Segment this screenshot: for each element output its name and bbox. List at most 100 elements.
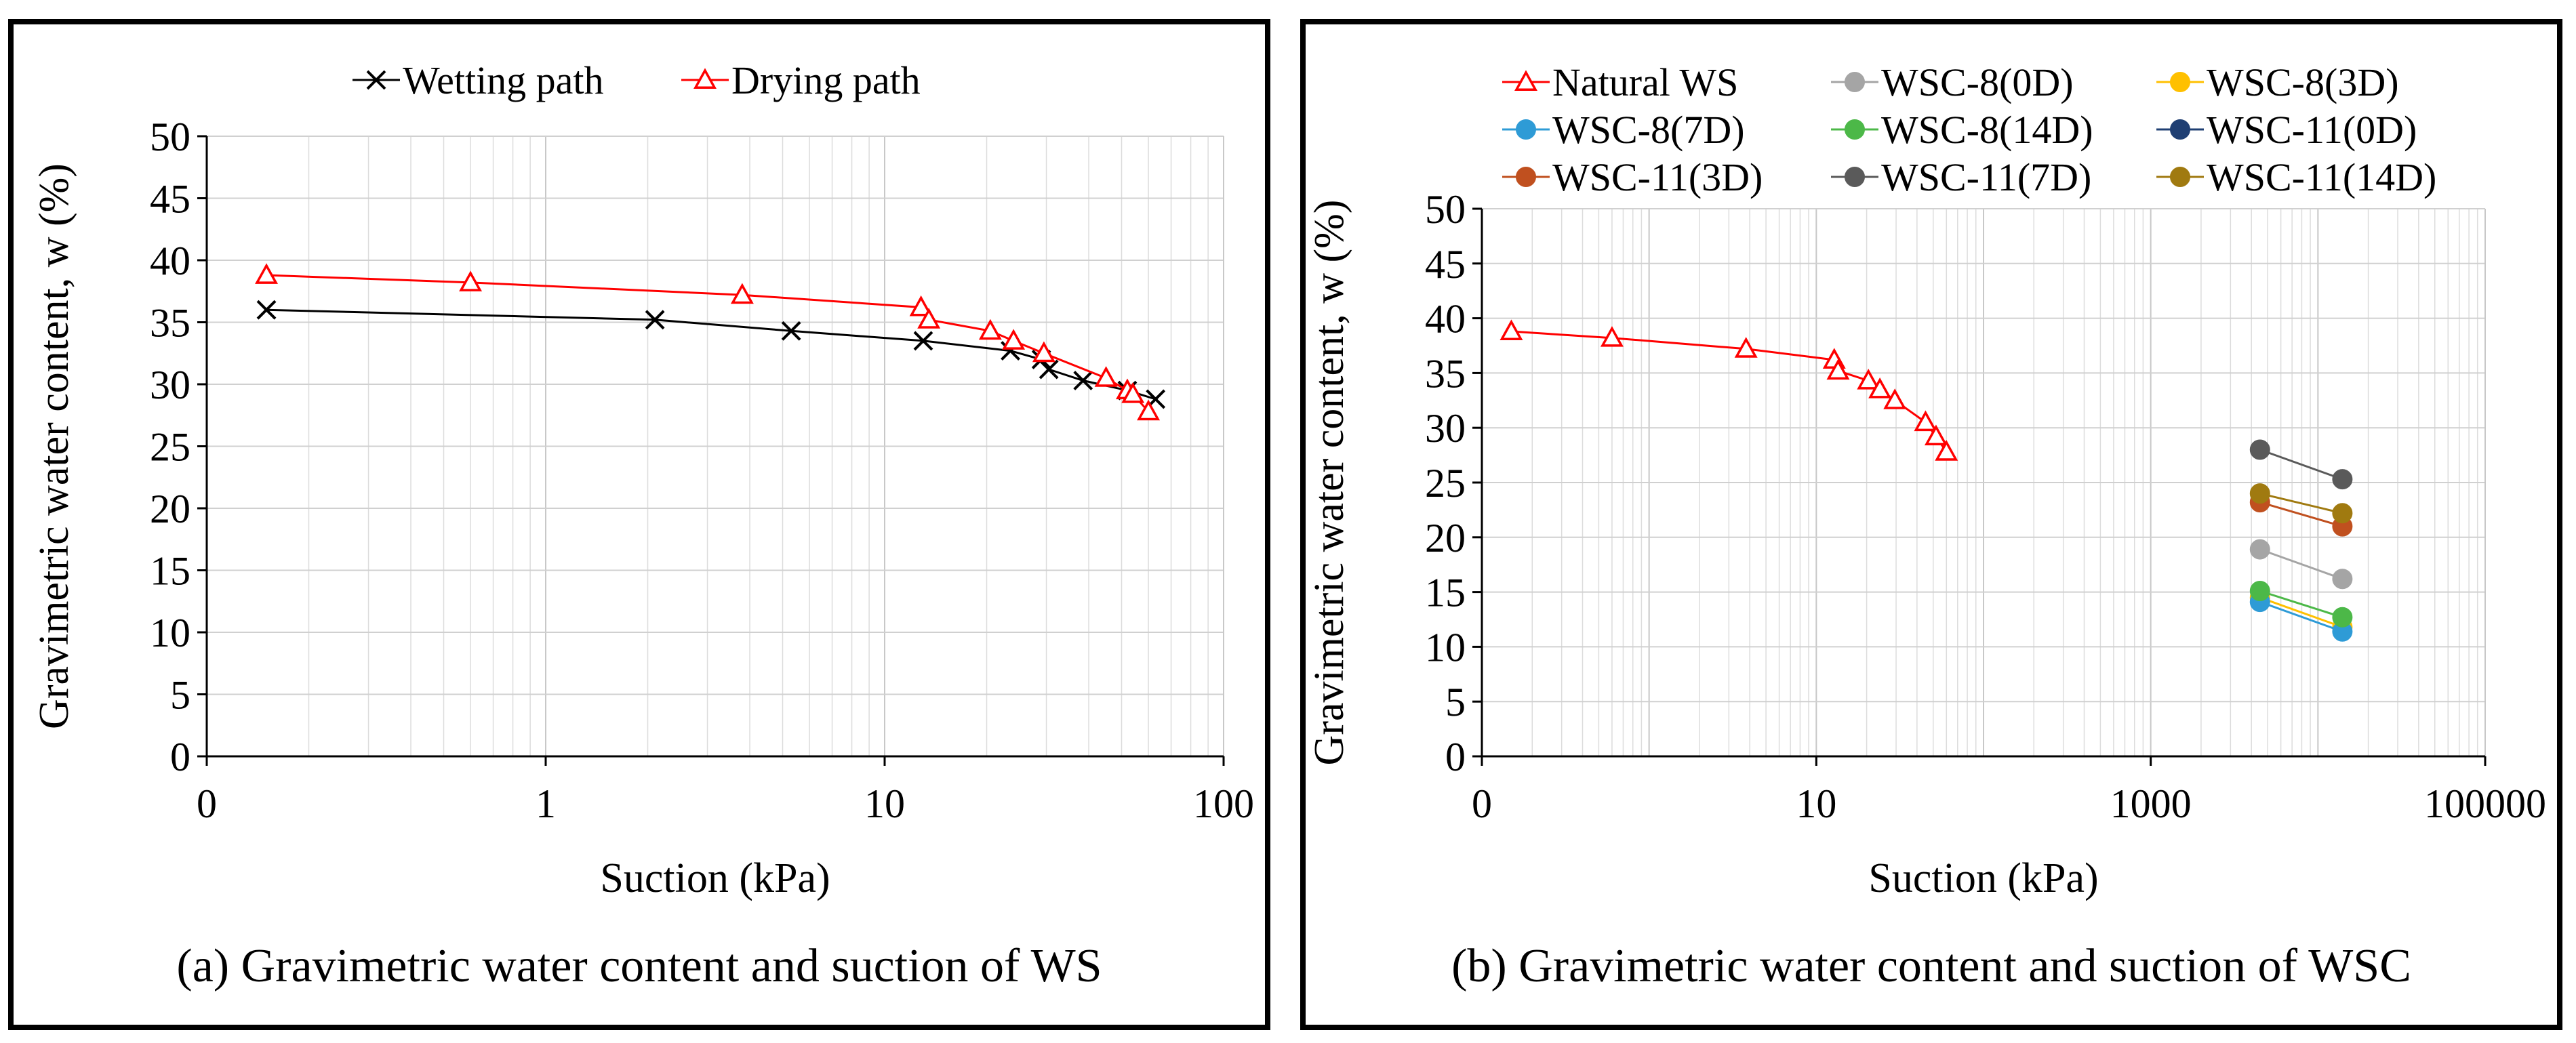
chart-b-y-tick-label: 20	[1425, 516, 1466, 560]
chart-a-y-tick-label: 10	[150, 611, 190, 655]
chart-b-legend-marker	[1845, 119, 1865, 140]
chart-b-data-point	[1500, 319, 1523, 340]
chart-b-series-8	[2249, 483, 2353, 524]
chart-a-y-tick-label: 20	[150, 487, 190, 531]
chart-b-data-point	[2332, 569, 2353, 590]
chart-a-legend: Wetting path Drying path	[353, 58, 921, 102]
chart-a-data-point	[730, 283, 754, 304]
chart-a-y-tick-label: 25	[150, 425, 190, 470]
chart-a-legend-marker-stroke-2	[366, 70, 386, 90]
chart-b-legend-label: WSC-8(7D)	[1552, 108, 1745, 152]
chart-b-y-tick-label: 45	[1425, 242, 1466, 287]
chart-a-y-tick-label: 45	[150, 177, 190, 222]
chart-b-legend-label: WSC-8(14D)	[1881, 108, 2093, 152]
chart-a-y-tick-label: 0	[170, 735, 190, 779]
chart-a-legend-label: Wetting path	[403, 58, 604, 102]
chart-b-data-point	[1924, 424, 1948, 446]
chart-b-legend-label: Natural WS	[1552, 60, 1738, 104]
chart-b-y-axis-title: Gravimetric water content, w (%)	[1306, 200, 1352, 766]
chart-a-y-tick-label: 40	[150, 239, 190, 283]
chart-a-x-tick-label: 100	[1193, 781, 1254, 826]
chart-a-series-line	[266, 308, 1156, 401]
chart-b-y-tick-label: 40	[1425, 297, 1466, 342]
chart-b-legend-label: WSC-11(14D)	[2207, 155, 2436, 199]
chart-b-series-line	[2259, 600, 2343, 633]
chart-a-data-point-stroke-2	[1073, 371, 1093, 390]
chart-a-data-point-stroke-2	[645, 310, 665, 330]
chart-a-data-point	[781, 321, 801, 341]
chart-a-data-point	[1002, 329, 1026, 350]
chart-b-legend-marker	[1516, 167, 1536, 187]
chart-b-x-tick-label: 10	[1796, 781, 1836, 826]
chart-b-legend-label: WSC-8(0D)	[1881, 60, 2074, 104]
chart-a-data-point	[1121, 382, 1145, 403]
chart-b-legend-marker	[2170, 72, 2190, 92]
chart-b-x-tick-label: 100000	[2424, 781, 2546, 826]
chart-b-data-point	[2249, 439, 2270, 460]
chart-b-y-tick-label: 35	[1425, 351, 1466, 396]
chart-b-series-0	[1500, 319, 1958, 461]
chart-a-y-tick-label: 15	[150, 549, 190, 594]
chart-a-series-1	[255, 263, 1161, 421]
chart-b-x-tick-label: 0	[1472, 781, 1492, 826]
chart-b-caption: (b) Gravimetric water content and suctio…	[1451, 940, 2411, 992]
chart-a-legend-marker	[366, 70, 386, 90]
chart-a-svg: 0 5 10 15 20 25 30 35 40 45 50 0 1 10 100 Suction (kPa)…	[31, 58, 1254, 901]
chart-a-legend-label: Drying path	[731, 58, 921, 102]
chart-b-series-line	[2259, 548, 2343, 580]
chart-a-data-point-stroke-2	[913, 331, 933, 351]
chart-b-series-line	[2259, 596, 2343, 628]
chart-a-data-point	[913, 331, 933, 351]
chart-b-data-point	[1826, 359, 1850, 380]
chart-b-legend-marker	[1516, 119, 1536, 140]
chart-b-legend-marker	[1845, 167, 1865, 187]
chart-b-legend-label: WSC-11(7D)	[1881, 155, 2091, 199]
chart-b-y-tick-label: 50	[1425, 187, 1466, 232]
chart-b-y-tick-label: 15	[1425, 571, 1466, 615]
chart-a-data-point-stroke-2	[256, 300, 277, 320]
chart-a-data-point	[1137, 399, 1161, 421]
chart-b-svg: 0 5 10 15 20 25 30 35 40 45 50 0 10 1000 100000 Suction…	[1306, 60, 2546, 901]
chart-b-legend-marker	[1845, 72, 1865, 92]
chart-b-y-tick-label: 25	[1425, 461, 1466, 506]
chart-b-data-point	[1600, 326, 1624, 347]
chart-b-series-line	[2259, 590, 2343, 619]
chart-b-data-point	[1734, 337, 1758, 358]
chart-b-data-point	[2249, 539, 2270, 560]
chart-a-data-point	[978, 319, 1002, 340]
chart-b-data-point	[1883, 388, 1907, 409]
chart-a-x-tick-label: 1	[536, 781, 556, 826]
chart-b-legend-marker	[2170, 119, 2190, 140]
chart-b-series-7	[2249, 439, 2353, 490]
chart-b-data-point	[2332, 607, 2353, 628]
chart-b-legend: Natural WS WSC-8(0D) WSC-8(3D)WSC-8(7D) WSC…	[1502, 60, 2436, 199]
chart-a-legend-marker	[693, 68, 717, 89]
chart-b-y-tick-label: 10	[1425, 625, 1466, 670]
chart-b-series-line	[2259, 449, 2343, 480]
chart-a-data-point-stroke-2	[781, 321, 801, 341]
chart-b-data-point	[2249, 483, 2270, 504]
chart-a-y-tick-label: 50	[150, 115, 190, 159]
chart-a-data-point	[255, 263, 279, 284]
chart-b-legend-label: WSC-11(3D)	[1552, 155, 1763, 199]
chart-panel-b: 0 5 10 15 20 25 30 35 40 45 50 0 10 1000 100000 Suction…	[1300, 19, 2562, 1030]
chart-b-data-point	[1868, 377, 1892, 398]
chart-b-legend-marker	[2170, 167, 2190, 187]
chart-a-y-tick-label: 35	[150, 301, 190, 346]
chart-a-x-tick-label: 0	[197, 781, 217, 826]
chart-b-legend-label: WSC-8(3D)	[2207, 60, 2399, 104]
chart-a-y-axis-title: Gravimetric water content, w (%)	[31, 163, 77, 729]
chart-a-grid	[206, 136, 1224, 757]
chart-a-data-point	[1039, 359, 1059, 380]
chart-a-data-point	[1032, 341, 1055, 363]
chart-b-data-point	[2332, 469, 2353, 490]
chart-a-y-tick-label: 30	[150, 363, 190, 407]
chart-a-data-point	[459, 270, 483, 291]
chart-a-x-tick-label: 10	[864, 781, 905, 826]
chart-b-data-point	[1935, 440, 1958, 461]
chart-a-data-point	[256, 300, 277, 320]
chart-a-caption: (a) Gravimetric water content and suctio…	[176, 940, 1102, 992]
chart-panel-a: 0 5 10 15 20 25 30 35 40 45 50 0 1 10 100 Suction (kPa)…	[8, 19, 1270, 1030]
chart-a-data-point	[645, 310, 665, 330]
chart-b-y-tick-label: 0	[1445, 735, 1466, 779]
